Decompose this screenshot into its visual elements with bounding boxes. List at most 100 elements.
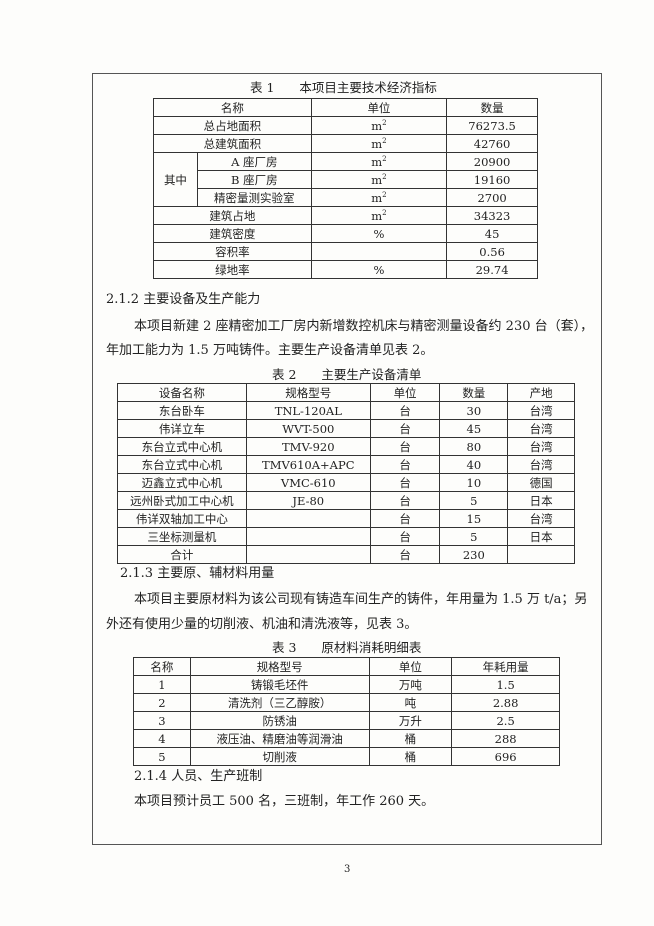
table-cell: 容积率 — [153, 242, 312, 261]
unit-text: m — [371, 190, 383, 205]
table-cell: 3 — [133, 711, 191, 730]
table-cell: 绿地率 — [153, 260, 312, 279]
section-212-heading: 2.1.2 主要设备及生产能力 — [106, 292, 261, 307]
section-214-paragraph: 本项目预计员工 500 名，三班制，年工作 260 天。 — [134, 794, 435, 809]
table-row: 东台立式中心机 TMV-920 台 80 台湾 — [117, 437, 575, 456]
table-cell: JE-80 — [245, 491, 371, 510]
table1-technical-indicators: 名称 单位 数量 总占地面积 m2 76273.5 总建筑面积 m2 42760 其中 A 座厂房 m… — [153, 98, 538, 279]
table-cell: 台湾 — [507, 509, 575, 528]
table-row: 远州卧式加工中心机 JE-80 台 5 日本 — [117, 491, 575, 510]
unit-text: m — [371, 154, 383, 169]
table-cell — [245, 545, 371, 564]
table-cell: 桶 — [368, 747, 453, 766]
table3-caption: 表 3 原材料消耗明细表 — [272, 640, 422, 655]
header-cell: 设备名称 — [117, 383, 247, 402]
section-212-paragraph-line1: 本项目新建 2 座精密加工厂房内新增数控机床与精密测量设备约 230 台（套）， — [134, 319, 594, 334]
table-cell: 吨 — [368, 693, 453, 712]
table3-raw-material-consumption: 名称 规格型号 单位 年耗用量 1 铸锻毛坯件 万吨 1.5 2 清洗剂（三乙醇胺）吨 2.88 3 防… — [133, 657, 560, 766]
unit-superscript: 2 — [382, 190, 387, 199]
header-cell: 名称 — [133, 657, 191, 676]
header-cell: 数量 — [446, 98, 538, 117]
table-cell: 台湾 — [507, 437, 575, 456]
table-cell: 80 — [439, 437, 509, 456]
unit-text: m — [371, 118, 383, 133]
table-cell: 230 — [439, 545, 509, 564]
unit-text: m — [371, 208, 383, 223]
table-cell: 5 — [439, 491, 509, 510]
table-cell: 精密量测实验室 — [196, 188, 312, 207]
table-row: B 座厂房 m2 19160 — [154, 170, 538, 189]
value-cell: 19160 — [446, 170, 538, 189]
table-cell: 建筑占地 — [153, 206, 312, 225]
section-213-paragraph-line2: 外还有使用少量的切削液、机油和清洗液等，见表 3。 — [106, 617, 418, 632]
table-cell: TMV-920 — [245, 437, 371, 456]
table-cell: 台 — [369, 419, 441, 438]
value-cell: 0.56 — [446, 242, 538, 261]
table-row: 5 切削液桶 696 — [133, 747, 560, 766]
table-cell: 远州卧式加工中心机 — [117, 491, 247, 510]
table-cell: 东台立式中心机 — [117, 437, 247, 456]
unit-text: % — [373, 226, 385, 241]
value-cell: 45 — [446, 224, 538, 243]
table-row: 东台卧车 TNL-120AL 台 30 台湾 — [117, 401, 575, 420]
table-row: 3 防锈油 万升 2.5 — [133, 711, 560, 730]
unit-cell: % — [310, 260, 448, 279]
table-row: 绿地率% 29.74 — [153, 260, 538, 279]
table-cell: 台 — [369, 491, 441, 510]
value-cell: 76273.5 — [446, 116, 538, 135]
table-cell: 伟详立车 — [117, 419, 247, 438]
table-cell: B 座厂房 — [196, 170, 312, 189]
section-214-heading: 2.1.4 人员、生产班制 — [134, 769, 263, 784]
table-cell: TNL-120AL — [245, 401, 371, 420]
page-frame — [92, 73, 602, 845]
section-213-heading: 2.1.3 主要原、辅材料用量 — [120, 566, 275, 581]
table-cell: 合计 — [117, 545, 247, 564]
table-cell: 台 — [369, 455, 441, 474]
unit-cell: m2 — [310, 116, 448, 135]
header-cell: 规格型号 — [189, 657, 370, 676]
table-cell: 30 — [439, 401, 509, 420]
header-cell: 产地 — [507, 383, 575, 402]
table-header-row: 设备名称 规格型号 单位 数量 产地 — [117, 383, 575, 402]
table-cell: 德国 — [507, 473, 575, 492]
table-cell: 铸锻毛坯件 — [189, 675, 370, 694]
table-cell: VMC-610 — [245, 473, 371, 492]
table-cell: 15 — [439, 509, 509, 528]
table-row: 伟详双轴加工中心 台 15 台湾 — [117, 509, 575, 528]
table-cell: 台湾 — [507, 419, 575, 438]
table-cell: 45 — [439, 419, 509, 438]
table-header-row: 名称 单位 数量 — [153, 98, 538, 117]
unit-cell: m2 — [310, 206, 448, 225]
table-cell: A 座厂房 — [196, 152, 312, 171]
table-cell: 台 — [369, 545, 441, 564]
table-row: 2 清洗剂（三乙醇胺）吨 2.88 — [133, 693, 560, 712]
table-cell — [245, 527, 371, 546]
table-cell: 液压油、精磨油等润滑油 — [189, 729, 370, 748]
table-cell: 5 — [133, 747, 191, 766]
table-row: 建筑密度% 45 — [153, 224, 538, 243]
table-cell: 288 — [451, 729, 560, 748]
header-cell: 名称 — [153, 98, 312, 117]
table-cell: 切削液 — [189, 747, 370, 766]
table-cell: 40 — [439, 455, 509, 474]
unit-cell: m2 — [310, 134, 448, 153]
table-cell: 台 — [369, 527, 441, 546]
table-cell: 东台卧车 — [117, 401, 247, 420]
unit-cell: % — [310, 224, 448, 243]
unit-superscript: 2 — [382, 208, 387, 217]
table-row: 伟详立车 WVT-500 台 45 台湾 — [117, 419, 575, 438]
table-cell: 台 — [369, 473, 441, 492]
table-cell — [245, 509, 371, 528]
table-cell: 迈鑫立式中心机 — [117, 473, 247, 492]
unit-cell: m2 — [310, 170, 448, 189]
group-cell: 其中 — [153, 152, 198, 207]
table-row: 1 铸锻毛坯件 万吨 1.5 — [133, 675, 560, 694]
value-cell: 2700 — [446, 188, 538, 207]
table-cell — [507, 545, 575, 564]
table-cell: 1 — [133, 675, 191, 694]
table-row: 合计 台 230 — [117, 545, 575, 564]
table-row: 精密量测实验室 m2 2700 — [154, 188, 538, 207]
table-cell: 1.5 — [451, 675, 560, 694]
table-row: 建筑占地 m2 34323 — [153, 206, 538, 225]
unit-superscript: 2 — [382, 172, 387, 181]
